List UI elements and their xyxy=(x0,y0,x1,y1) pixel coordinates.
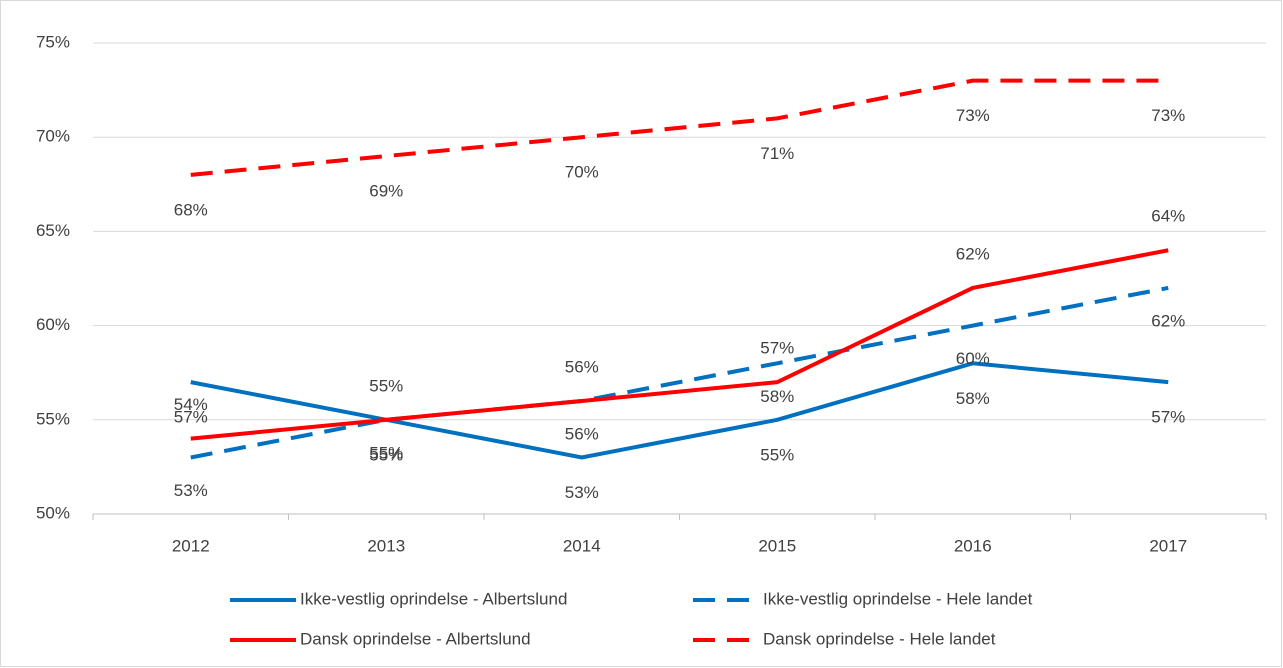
data-label: 70% xyxy=(565,163,599,182)
y-tick-label: 55% xyxy=(36,409,70,428)
series-line xyxy=(190,248,1169,441)
data-label: 55% xyxy=(369,376,403,395)
data-label: 55% xyxy=(760,445,794,464)
data-label: 53% xyxy=(565,483,599,502)
x-tick-label: 2014 xyxy=(563,536,601,555)
x-tick-label: 2013 xyxy=(367,536,405,555)
data-label: 57% xyxy=(760,339,794,358)
legend-label: Ikke-vestlig oprindelse - Albertslund xyxy=(300,589,567,608)
data-label: 71% xyxy=(760,144,794,163)
data-label: 58% xyxy=(956,389,990,408)
legend-label: Ikke-vestlig oprindelse - Hele landet xyxy=(763,589,1033,608)
data-label: 73% xyxy=(956,106,990,125)
y-tick-label: 60% xyxy=(36,315,70,334)
legend-label: Dansk oprindelse - Hele landet xyxy=(763,629,996,648)
y-tick-label: 65% xyxy=(36,221,70,240)
data-label: 55% xyxy=(369,443,403,462)
series-line xyxy=(190,78,1169,177)
data-label: 57% xyxy=(1151,408,1185,427)
x-tick-label: 2015 xyxy=(758,536,796,555)
data-label: 58% xyxy=(760,387,794,406)
data-label: 54% xyxy=(174,395,208,414)
data-label: 68% xyxy=(174,200,208,219)
data-label: 62% xyxy=(956,244,990,263)
data-label: 73% xyxy=(1151,106,1185,125)
data-label: 64% xyxy=(1151,207,1185,226)
y-tick-label: 50% xyxy=(36,503,70,522)
data-label: 62% xyxy=(1151,311,1185,330)
y-tick-label: 75% xyxy=(36,32,70,51)
data-label: 69% xyxy=(369,182,403,201)
x-tick-label: 2012 xyxy=(172,536,210,555)
y-tick-label: 70% xyxy=(36,127,70,146)
data-label: 60% xyxy=(956,349,990,368)
data-label: 53% xyxy=(174,481,208,500)
series-line xyxy=(190,285,1169,460)
series-line xyxy=(190,361,1169,460)
x-tick-label: 2016 xyxy=(954,536,992,555)
x-tick-label: 2017 xyxy=(1149,536,1187,555)
data-label: 55% xyxy=(369,445,403,464)
data-label: 56% xyxy=(565,357,599,376)
data-label: 57% xyxy=(174,408,208,427)
data-label: 56% xyxy=(565,424,599,443)
legend-label: Dansk oprindelse - Albertslund xyxy=(300,629,531,648)
